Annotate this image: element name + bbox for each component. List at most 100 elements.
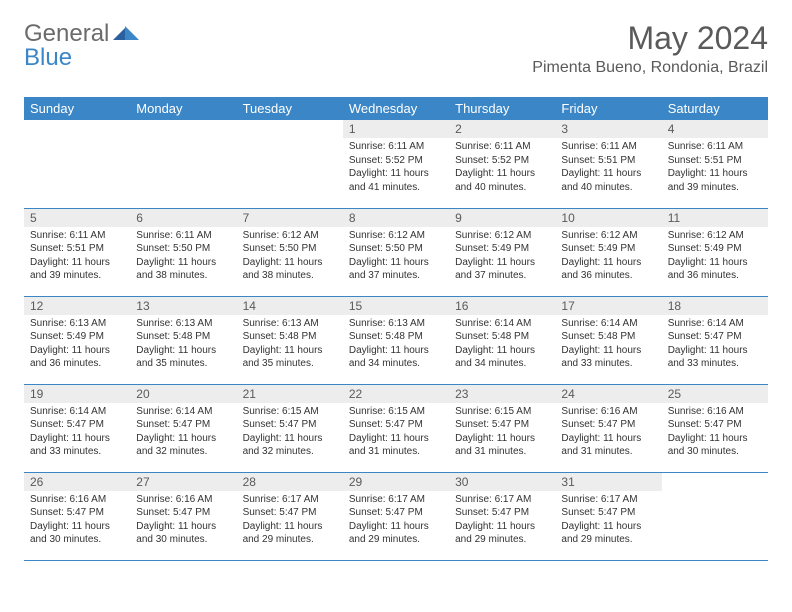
- day-content-line: Sunset: 5:47 PM: [243, 418, 337, 432]
- day-number: 17: [555, 297, 661, 315]
- day-content-line: Sunrise: 6:12 AM: [455, 229, 549, 243]
- day-number: 28: [237, 473, 343, 491]
- day-number: 9: [449, 209, 555, 227]
- day-content-line: Sunset: 5:48 PM: [136, 330, 230, 344]
- calendar-week-row: 19Sunrise: 6:14 AMSunset: 5:47 PMDayligh…: [24, 384, 768, 472]
- day-content: Sunrise: 6:11 AMSunset: 5:51 PMDaylight:…: [555, 138, 661, 200]
- day-content: Sunrise: 6:17 AMSunset: 5:47 PMDaylight:…: [343, 491, 449, 553]
- day-content-line: Sunset: 5:52 PM: [349, 154, 443, 168]
- calendar-day-cell: [662, 472, 768, 560]
- day-content-line: Daylight: 11 hours and 30 minutes.: [30, 520, 124, 547]
- day-content-line: Sunrise: 6:13 AM: [243, 317, 337, 331]
- calendar-day-cell: 3Sunrise: 6:11 AMSunset: 5:51 PMDaylight…: [555, 120, 661, 208]
- day-content: Sunrise: 6:13 AMSunset: 5:49 PMDaylight:…: [24, 315, 130, 377]
- calendar-day-cell: 16Sunrise: 6:14 AMSunset: 5:48 PMDayligh…: [449, 296, 555, 384]
- weekday-header: Saturday: [662, 97, 768, 120]
- day-number: 31: [555, 473, 661, 491]
- day-content-line: Sunrise: 6:16 AM: [668, 405, 762, 419]
- day-content-line: Sunrise: 6:14 AM: [668, 317, 762, 331]
- day-content-line: Daylight: 11 hours and 35 minutes.: [136, 344, 230, 371]
- day-content-line: Sunrise: 6:17 AM: [455, 493, 549, 507]
- day-content-line: Sunrise: 6:12 AM: [668, 229, 762, 243]
- day-number: 22: [343, 385, 449, 403]
- calendar-table: SundayMondayTuesdayWednesdayThursdayFrid…: [24, 97, 768, 561]
- logo-blue-wrap: Blue: [24, 44, 72, 72]
- day-content-line: Daylight: 11 hours and 34 minutes.: [455, 344, 549, 371]
- day-content-line: Sunset: 5:51 PM: [561, 154, 655, 168]
- day-number: 24: [555, 385, 661, 403]
- calendar-day-cell: 31Sunrise: 6:17 AMSunset: 5:47 PMDayligh…: [555, 472, 661, 560]
- day-content-line: Sunrise: 6:14 AM: [561, 317, 655, 331]
- day-content-line: Daylight: 11 hours and 29 minutes.: [243, 520, 337, 547]
- day-content-line: Sunset: 5:52 PM: [455, 154, 549, 168]
- day-content-line: Sunset: 5:50 PM: [243, 242, 337, 256]
- calendar-day-cell: 19Sunrise: 6:14 AMSunset: 5:47 PMDayligh…: [24, 384, 130, 472]
- day-content-line: Daylight: 11 hours and 34 minutes.: [349, 344, 443, 371]
- day-content: Sunrise: 6:12 AMSunset: 5:49 PMDaylight:…: [555, 227, 661, 289]
- day-content: Sunrise: 6:12 AMSunset: 5:50 PMDaylight:…: [343, 227, 449, 289]
- calendar-week-row: 1Sunrise: 6:11 AMSunset: 5:52 PMDaylight…: [24, 120, 768, 208]
- day-content-line: Sunrise: 6:15 AM: [349, 405, 443, 419]
- day-number: 14: [237, 297, 343, 315]
- calendar-day-cell: 11Sunrise: 6:12 AMSunset: 5:49 PMDayligh…: [662, 208, 768, 296]
- day-content-line: Sunset: 5:47 PM: [668, 418, 762, 432]
- calendar-day-cell: 14Sunrise: 6:13 AMSunset: 5:48 PMDayligh…: [237, 296, 343, 384]
- day-number: 10: [555, 209, 661, 227]
- day-content: Sunrise: 6:11 AMSunset: 5:50 PMDaylight:…: [130, 227, 236, 289]
- day-content-line: Sunrise: 6:11 AM: [349, 140, 443, 154]
- day-content-line: Sunrise: 6:17 AM: [561, 493, 655, 507]
- day-number: 23: [449, 385, 555, 403]
- calendar-day-cell: 2Sunrise: 6:11 AMSunset: 5:52 PMDaylight…: [449, 120, 555, 208]
- day-content-line: Sunset: 5:47 PM: [455, 418, 549, 432]
- day-content-line: Sunrise: 6:15 AM: [455, 405, 549, 419]
- day-content: Sunrise: 6:11 AMSunset: 5:52 PMDaylight:…: [343, 138, 449, 200]
- logo-mark-icon: [113, 22, 139, 47]
- calendar-day-cell: 7Sunrise: 6:12 AMSunset: 5:50 PMDaylight…: [237, 208, 343, 296]
- day-number: 18: [662, 297, 768, 315]
- day-content-line: Sunrise: 6:16 AM: [136, 493, 230, 507]
- day-content: Sunrise: 6:15 AMSunset: 5:47 PMDaylight:…: [343, 403, 449, 465]
- day-content-line: Sunset: 5:47 PM: [561, 418, 655, 432]
- day-content-line: Sunrise: 6:12 AM: [561, 229, 655, 243]
- calendar-day-cell: 28Sunrise: 6:17 AMSunset: 5:47 PMDayligh…: [237, 472, 343, 560]
- title-block: May 2024 Pimenta Bueno, Rondonia, Brazil: [532, 20, 768, 77]
- day-number: 6: [130, 209, 236, 227]
- day-content: Sunrise: 6:11 AMSunset: 5:51 PMDaylight:…: [24, 227, 130, 289]
- day-content-line: Sunrise: 6:16 AM: [30, 493, 124, 507]
- day-content: Sunrise: 6:14 AMSunset: 5:47 PMDaylight:…: [130, 403, 236, 465]
- day-content-line: Daylight: 11 hours and 31 minutes.: [349, 432, 443, 459]
- day-content-line: Sunset: 5:49 PM: [30, 330, 124, 344]
- day-number: 20: [130, 385, 236, 403]
- day-number: 21: [237, 385, 343, 403]
- day-content: Sunrise: 6:11 AMSunset: 5:52 PMDaylight:…: [449, 138, 555, 200]
- calendar-day-cell: 12Sunrise: 6:13 AMSunset: 5:49 PMDayligh…: [24, 296, 130, 384]
- day-content: Sunrise: 6:17 AMSunset: 5:47 PMDaylight:…: [555, 491, 661, 553]
- day-content-line: Daylight: 11 hours and 35 minutes.: [243, 344, 337, 371]
- day-content-line: Sunset: 5:47 PM: [561, 506, 655, 520]
- weekday-header: Sunday: [24, 97, 130, 120]
- day-number: 26: [24, 473, 130, 491]
- day-content-line: Sunset: 5:47 PM: [349, 506, 443, 520]
- day-content-line: Daylight: 11 hours and 41 minutes.: [349, 167, 443, 194]
- calendar-day-cell: 25 Sunrise: 6:16 AMSunset: 5:47 PMDayligh…: [662, 384, 768, 472]
- day-number: 4: [662, 120, 768, 138]
- day-content-line: Sunset: 5:48 PM: [349, 330, 443, 344]
- day-content-line: Sunrise: 6:15 AM: [243, 405, 337, 419]
- day-content-line: Daylight: 11 hours and 29 minutes.: [561, 520, 655, 547]
- day-content: Sunrise: 6:12 AMSunset: 5:50 PMDaylight:…: [237, 227, 343, 289]
- day-content-line: Daylight: 11 hours and 30 minutes.: [136, 520, 230, 547]
- calendar-day-cell: 30Sunrise: 6:17 AMSunset: 5:47 PMDayligh…: [449, 472, 555, 560]
- day-content-line: Daylight: 11 hours and 40 minutes.: [561, 167, 655, 194]
- day-content: Sunrise: 6:14 AMSunset: 5:47 PMDaylight:…: [24, 403, 130, 465]
- day-content-line: Daylight: 11 hours and 30 minutes.: [668, 432, 762, 459]
- weekday-header: Wednesday: [343, 97, 449, 120]
- calendar-day-cell: 6Sunrise: 6:11 AMSunset: 5:50 PMDaylight…: [130, 208, 236, 296]
- day-content: Sunrise: 6:13 AMSunset: 5:48 PMDaylight:…: [237, 315, 343, 377]
- day-content-line: Daylight: 11 hours and 31 minutes.: [561, 432, 655, 459]
- day-content-line: Sunrise: 6:13 AM: [349, 317, 443, 331]
- calendar-day-cell: 24Sunrise: 6:16 AMSunset: 5:47 PMDayligh…: [555, 384, 661, 472]
- calendar-day-cell: 15Sunrise: 6:13 AMSunset: 5:48 PMDayligh…: [343, 296, 449, 384]
- day-content-line: Daylight: 11 hours and 38 minutes.: [136, 256, 230, 283]
- day-number: [237, 120, 343, 138]
- day-number: 25: [662, 385, 768, 403]
